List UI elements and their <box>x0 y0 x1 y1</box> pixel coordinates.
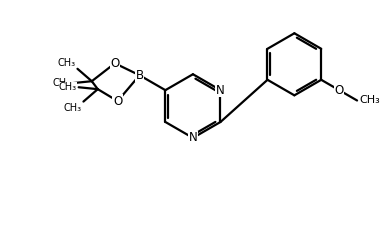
Text: CH₃: CH₃ <box>359 96 380 105</box>
Text: O: O <box>110 57 119 70</box>
Text: CH₃: CH₃ <box>53 78 71 88</box>
Text: O: O <box>113 95 122 108</box>
Text: CH₃: CH₃ <box>58 58 76 67</box>
Text: O: O <box>334 84 344 97</box>
Text: CH₃: CH₃ <box>64 103 82 113</box>
Text: N: N <box>189 131 197 144</box>
Text: B: B <box>136 69 144 82</box>
Text: N: N <box>216 84 225 97</box>
Text: CH₃: CH₃ <box>59 82 77 92</box>
